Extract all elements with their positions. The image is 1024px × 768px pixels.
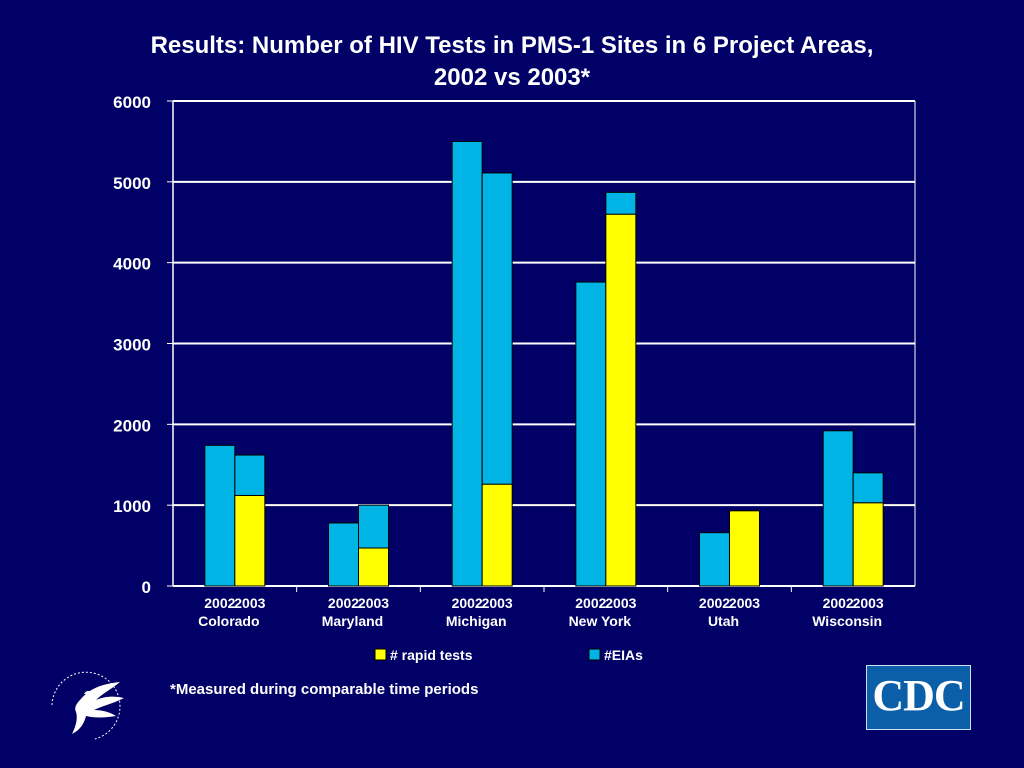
- legend-label: #EIAs: [604, 647, 643, 663]
- bar-eia: [481, 172, 513, 485]
- x-year-label: 2003: [234, 595, 265, 611]
- y-tick-label: 3000: [113, 336, 151, 355]
- bar-rapid: [481, 483, 513, 587]
- bar-eia: [358, 504, 389, 549]
- x-year-label: 2003: [358, 595, 389, 611]
- y-tick-label: 5000: [113, 174, 151, 193]
- x-year-label: 2003: [605, 595, 636, 611]
- y-tick-label: 6000: [113, 93, 151, 112]
- x-group-label: Michigan: [446, 613, 507, 629]
- y-tick-label: 1000: [113, 497, 151, 516]
- bar-rapid: [234, 494, 266, 587]
- footnote: *Measured during comparable time periods: [170, 681, 479, 698]
- bar-eia: [328, 522, 359, 587]
- x-year-label: 2002: [823, 595, 854, 611]
- y-tick-label: 4000: [113, 255, 151, 274]
- x-group-label: Wisconsin: [812, 613, 882, 629]
- bar-eia: [605, 191, 637, 215]
- legend-swatch: [374, 648, 387, 661]
- chart-title: Results: Number of HIV Tests in PMS-1 Si…: [0, 30, 1024, 94]
- legend-label: # rapid tests: [390, 647, 473, 663]
- x-year-label: 2003: [482, 595, 513, 611]
- bar-eia: [451, 140, 483, 587]
- bar-eia: [822, 430, 854, 587]
- bar-eia: [234, 454, 266, 496]
- bar-eia: [852, 472, 884, 504]
- x-year-label: 2003: [853, 595, 884, 611]
- x-year-label: 2002: [204, 595, 235, 611]
- bar-rapid: [358, 547, 389, 587]
- cdc-logo-text: CDC: [872, 671, 965, 720]
- hhs-eagle-icon: [51, 671, 124, 740]
- bar-rapid: [852, 502, 884, 587]
- y-tick-label: 2000: [113, 416, 151, 435]
- x-group-label: Maryland: [322, 613, 383, 629]
- x-year-label: 2002: [328, 595, 359, 611]
- x-group-label: New York: [569, 613, 632, 629]
- bar-eia: [204, 444, 236, 587]
- bar-rapid: [605, 213, 637, 587]
- chart-title-line1: Results: Number of HIV Tests in PMS-1 Si…: [150, 32, 874, 59]
- x-year-label: 2002: [575, 595, 606, 611]
- bar-eia: [699, 532, 730, 587]
- chart-title-line2: 2002 vs 2003*: [433, 64, 591, 91]
- bar-eia: [575, 281, 607, 587]
- x-year-label: 2002: [452, 595, 483, 611]
- legend-swatch: [588, 648, 601, 661]
- cdc-logo: CDC: [866, 665, 971, 730]
- x-year-label: 2003: [729, 595, 760, 611]
- y-tick-label: 0: [142, 578, 151, 597]
- x-group-label: Colorado: [198, 613, 259, 629]
- x-group-label: Utah: [708, 613, 739, 629]
- bar-rapid: [729, 510, 760, 587]
- x-year-label: 2002: [699, 595, 730, 611]
